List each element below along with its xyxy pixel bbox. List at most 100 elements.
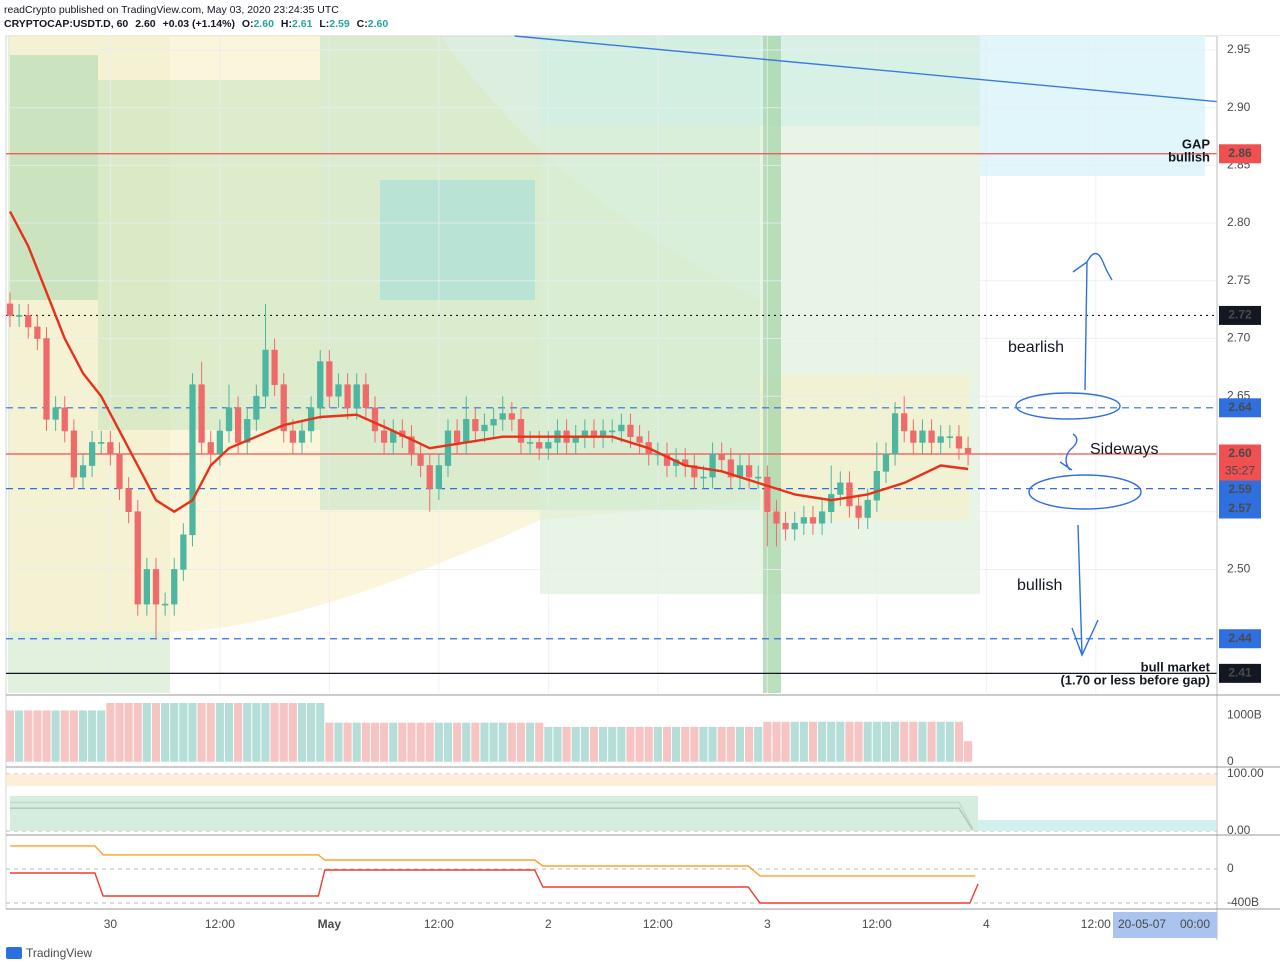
candle-body (727, 459, 734, 478)
volume-bar (690, 726, 699, 762)
candle-body (691, 465, 698, 478)
price-badge (1219, 499, 1261, 519)
price-badge (1219, 444, 1261, 481)
volume-bar (562, 726, 571, 762)
y-tick-label: -400B (1227, 895, 1259, 909)
volume-bar (745, 726, 754, 762)
volume-bar (881, 721, 891, 762)
candle-body (636, 436, 643, 443)
volume-bar (507, 722, 516, 762)
ohlc-key: L: (319, 18, 329, 30)
candle-body (782, 522, 789, 530)
volume-bar (836, 721, 845, 762)
volume-bar (78, 710, 88, 762)
candle-body (919, 430, 926, 443)
zone (98, 80, 320, 430)
x-tick-label: 12:00 (643, 917, 673, 931)
volume-bar (88, 710, 97, 762)
price-badge-label: 2.64 (1228, 400, 1252, 414)
price-badge-label: 2.57 (1228, 501, 1252, 515)
volume-bar (434, 722, 443, 762)
candle-body (517, 419, 525, 443)
publisher: readCrypto published on TradingView.com,… (4, 4, 339, 16)
candle-body (25, 315, 32, 328)
volume-bar (288, 703, 297, 762)
candle-body (426, 465, 433, 489)
volume-bar (462, 722, 471, 762)
candle-body (490, 419, 497, 426)
candle-body (937, 436, 944, 443)
candle-body (207, 442, 214, 455)
candle-body (234, 407, 242, 443)
volume-bar (243, 703, 252, 762)
candle-body (609, 430, 616, 433)
volume-bar (15, 710, 24, 762)
candle-body (271, 349, 278, 386)
ohlc-value: 2.59 (329, 18, 350, 30)
annotation: bearlish (1008, 339, 1064, 356)
time: 00:00 (1180, 917, 1210, 931)
volume-bar (179, 703, 188, 762)
volume-bar (544, 726, 553, 762)
candle-body (61, 407, 68, 432)
volume-bar (635, 726, 644, 762)
volume-bar (872, 721, 881, 762)
volume-bar (398, 722, 407, 762)
volume-bar (936, 721, 945, 762)
volume-bar (699, 726, 708, 762)
annotation: Sideways (1090, 441, 1158, 458)
volume-bar (370, 722, 380, 762)
volume-bar (407, 722, 416, 762)
volume-bar (918, 721, 927, 762)
candle-body (180, 534, 187, 570)
candle-body (481, 424, 488, 432)
volume-bar (142, 703, 151, 762)
volume-bar (325, 722, 334, 762)
candle-body (444, 430, 452, 466)
candle-body (526, 442, 534, 444)
volume-bar (909, 721, 918, 762)
volume-bar (717, 726, 726, 762)
candle-body (280, 384, 287, 432)
candle-body (116, 453, 123, 489)
volume-bar (60, 710, 69, 762)
volume-bar (672, 726, 681, 762)
volume-bar (772, 721, 781, 762)
ohlc-value: 2.60 (368, 18, 389, 30)
zone (980, 36, 1205, 176)
candle-body (198, 384, 205, 443)
candle-body (34, 326, 41, 339)
volume-bar (489, 722, 498, 762)
price-badge (1219, 663, 1261, 683)
price-badge-label: 2.44 (1228, 631, 1252, 645)
volume-bar (498, 722, 507, 762)
x-tick-label: May (318, 917, 342, 931)
candle-body (417, 453, 424, 466)
volume-bar (170, 703, 179, 762)
ohlc-key: O: (242, 18, 254, 30)
annotation: bullish (1017, 577, 1062, 594)
arrow-up (1072, 252, 1113, 391)
volume-bar (471, 722, 480, 762)
volume-bar (334, 722, 343, 762)
candle-body (536, 442, 543, 449)
y-tick-label: 1000B (1227, 708, 1262, 722)
x-tick-label: 2 (545, 917, 552, 931)
candle-body (216, 430, 223, 455)
candle-body (317, 361, 324, 409)
ohlc-value: 2.60 (254, 18, 275, 30)
candle-body (253, 395, 260, 420)
volume-bar (453, 722, 462, 762)
change: +0.03 (+1.14%) (163, 18, 235, 30)
volume-bar (69, 710, 78, 762)
candle-body (928, 430, 935, 443)
price-badge-label: 2.41 (1228, 666, 1252, 680)
y-tick-label: 2.90 (1227, 100, 1251, 114)
candle-body (244, 419, 251, 443)
candle-body (371, 407, 379, 432)
volume-bar (781, 721, 790, 762)
volume-bar (617, 726, 626, 762)
volume-bar (352, 722, 361, 762)
candle-body (773, 511, 780, 524)
candle-body (88, 442, 96, 466)
